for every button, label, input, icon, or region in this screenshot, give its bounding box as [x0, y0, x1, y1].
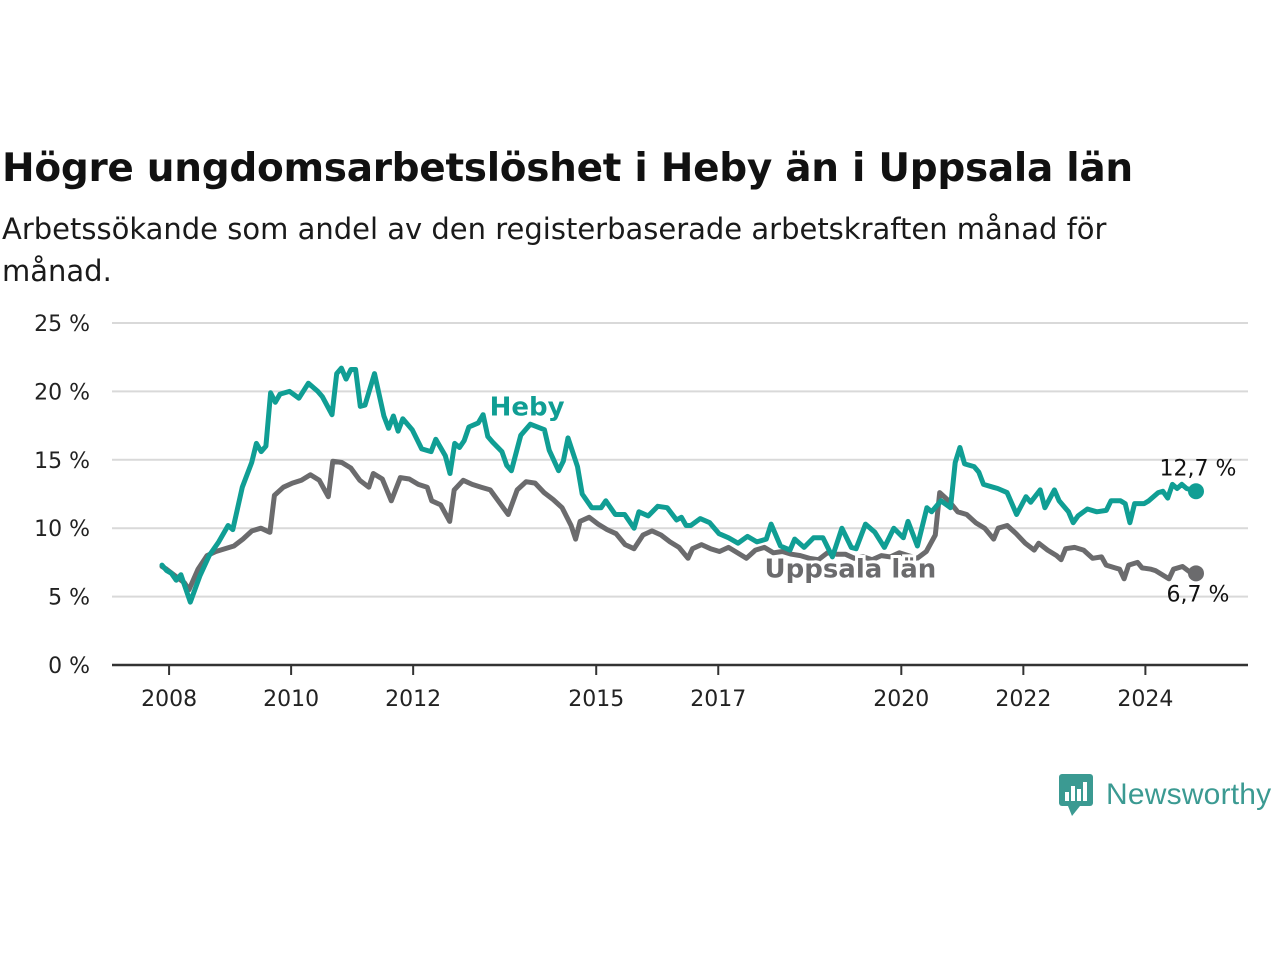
series-line-uppsala-län: [159, 458, 1199, 593]
x-tick-label: 2017: [690, 687, 746, 712]
y-tick-label: 10 %: [34, 517, 90, 542]
x-tick-label: 2008: [141, 687, 197, 712]
chart-subtitle: Arbetssökande som andel av den registerb…: [2, 212, 1107, 288]
newsworthy-logo-icon: [1059, 774, 1093, 816]
series-lines: [159, 365, 1204, 605]
series-end-label: 6,7 %: [1167, 582, 1230, 607]
series-end-point: [1188, 483, 1204, 500]
x-tick-label: 2022: [995, 687, 1051, 712]
y-tick-label: 25 %: [34, 312, 90, 337]
brand-name: Newsworthy: [1106, 778, 1272, 811]
series-end-point: [1188, 565, 1204, 582]
series-label: Uppsala län: [764, 554, 936, 584]
x-tick-label: 2010: [263, 687, 319, 712]
y-tick-label: 15 %: [34, 449, 90, 474]
x-tick-label: 2015: [568, 687, 624, 712]
brand-logo: Newsworthy: [1058, 772, 1271, 818]
series-labels: 6,7 % Uppsala län 12,7 % Heby: [487, 390, 1237, 608]
y-tick-label: 5 %: [48, 586, 90, 611]
y-axis-tick-labels: 0 % 5 % 10 % 15 % 20 % 25 %: [34, 312, 90, 679]
x-tick-label: 2012: [385, 687, 441, 712]
chart-title: Högre ungdomsarbetslöshet i Heby än i Up…: [2, 146, 1133, 191]
y-tick-label: 20 %: [34, 380, 90, 405]
grid-lines: [112, 322, 1248, 598]
y-tick-label: 0 %: [48, 654, 90, 679]
x-tick-label: 2020: [873, 687, 929, 712]
x-axis-tick-labels: 2008 2010 2012 2015 2017 2020 2022 2024: [141, 665, 1173, 712]
series-line-heby: [159, 365, 1199, 605]
series-end-label: 12,7 %: [1160, 456, 1237, 481]
x-tick-label: 2024: [1117, 687, 1173, 712]
series-label: Heby: [490, 393, 565, 423]
